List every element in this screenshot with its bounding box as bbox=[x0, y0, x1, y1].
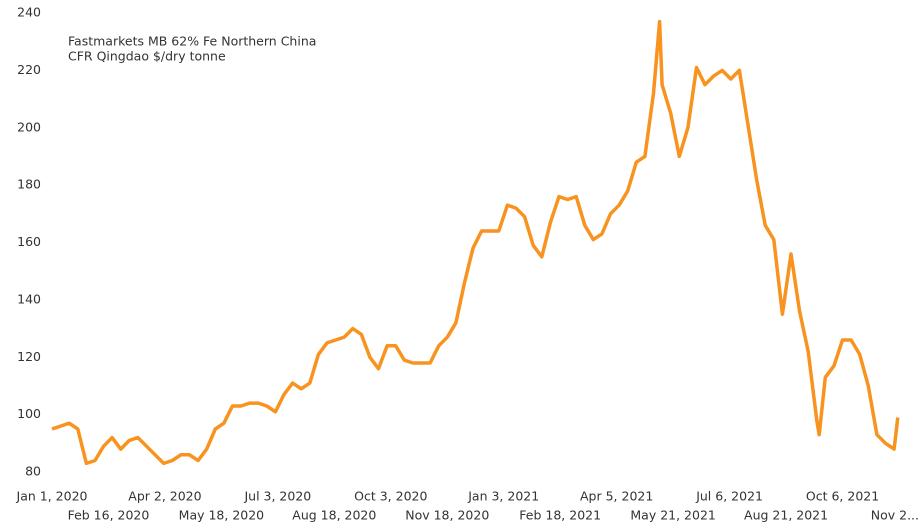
x-tick-label: May 18, 2020 bbox=[179, 508, 265, 523]
y-tick-label: 140 bbox=[17, 291, 41, 306]
x-tick-label: Nov 2... bbox=[871, 508, 919, 523]
annotation: Fastmarkets MB 62% Fe Northern China bbox=[68, 34, 316, 49]
x-tick-label: Feb 18, 2021 bbox=[519, 508, 601, 523]
x-tick-label: Apr 2, 2020 bbox=[128, 489, 201, 504]
x-tick-label: Nov 18, 2020 bbox=[405, 508, 489, 523]
x-tick-label: Oct 3, 2020 bbox=[354, 489, 427, 504]
y-tick-label: 120 bbox=[17, 349, 41, 364]
x-tick-label: May 21, 2021 bbox=[630, 508, 715, 523]
line-series bbox=[51, 19, 900, 466]
x-tick-label: Oct 6, 2021 bbox=[806, 489, 879, 504]
y-tick-label: 200 bbox=[17, 119, 41, 134]
x-tick-label: Aug 18, 2020 bbox=[292, 508, 376, 523]
y-tick-label: 160 bbox=[17, 234, 41, 249]
y-tick-label: 240 bbox=[17, 5, 41, 20]
y-tick-label: 180 bbox=[17, 177, 41, 192]
y-tick-label: 80 bbox=[25, 464, 41, 479]
x-tick-label: Apr 5, 2021 bbox=[580, 489, 653, 504]
x-tick-label: Jan 3, 2021 bbox=[467, 489, 539, 504]
x-tick-label: Feb 16, 2020 bbox=[68, 508, 150, 523]
y-tick-label: 220 bbox=[17, 62, 41, 77]
annotation: CFR Qingdao $/dry tonne bbox=[68, 49, 226, 64]
x-tick-label: Jul 3, 2020 bbox=[243, 489, 311, 504]
y-tick-label: 100 bbox=[17, 406, 41, 421]
x-tick-label: Jan 1, 2020 bbox=[16, 489, 88, 504]
x-tick-label: Aug 21, 2021 bbox=[744, 508, 828, 523]
x-tick-label: Jul 6, 2021 bbox=[695, 489, 763, 504]
